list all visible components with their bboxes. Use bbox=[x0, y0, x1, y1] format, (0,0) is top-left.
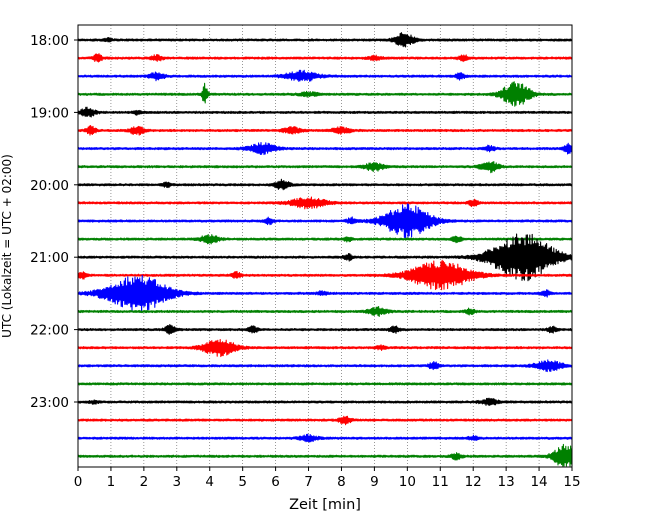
x-tick-label: 0 bbox=[74, 474, 83, 490]
trace-row-2300 bbox=[77, 397, 573, 406]
trace-row-1900 bbox=[77, 106, 573, 118]
y-axis-title: UTC (Lokalzeit = UTC + 02:00) bbox=[0, 154, 14, 338]
x-tick-label: 5 bbox=[238, 474, 247, 490]
trace-row-1945 bbox=[77, 160, 573, 174]
trace-row-1830 bbox=[77, 69, 573, 82]
y-tick-label: 21:00 bbox=[30, 250, 69, 266]
x-tick-label: 13 bbox=[498, 474, 515, 490]
trace-row-2215 bbox=[77, 338, 573, 358]
vertical-grid bbox=[110, 25, 540, 467]
trace-row-2045 bbox=[77, 233, 573, 245]
y-tick-label: 20:00 bbox=[30, 178, 69, 194]
x-tick-label: 14 bbox=[530, 474, 547, 490]
y-tick-label: 19:00 bbox=[30, 105, 69, 121]
trace-row-2245 bbox=[77, 382, 573, 386]
trace-row-1845 bbox=[77, 81, 573, 107]
trace-row-1800 bbox=[77, 32, 573, 48]
x-tick-label: 6 bbox=[271, 474, 280, 490]
trace-row-2330 bbox=[77, 433, 573, 443]
y-tick-label: 22:00 bbox=[30, 323, 69, 339]
trace-row-2100 bbox=[77, 233, 573, 282]
x-tick-label: 4 bbox=[205, 474, 214, 490]
x-tick-label: 15 bbox=[563, 474, 580, 490]
trace-row-2030 bbox=[77, 203, 573, 239]
y-axis: 18:00 19:00 20:00 21:00 22:00 23:00 bbox=[30, 33, 78, 411]
trace-row-2345 bbox=[77, 443, 573, 467]
trace-row-2015 bbox=[77, 196, 573, 210]
x-axis: 0 1 2 3 4 5 6 7 8 9 10 11 12 13 14 15 bbox=[74, 467, 581, 490]
trace-row-2145 bbox=[77, 306, 573, 317]
trace-row-2000 bbox=[77, 178, 573, 191]
trace-row-2315 bbox=[77, 415, 573, 426]
x-tick-label: 8 bbox=[337, 474, 346, 490]
x-axis-title: Zeit [min] bbox=[289, 497, 361, 513]
x-tick-label: 7 bbox=[304, 474, 313, 490]
trace-row-2115 bbox=[77, 259, 573, 291]
seismogram-traces bbox=[77, 32, 573, 467]
trace-row-1930 bbox=[77, 142, 573, 156]
x-tick-label: 9 bbox=[370, 474, 379, 490]
x-tick-label: 12 bbox=[465, 474, 482, 490]
trace-row-2130 bbox=[77, 274, 573, 313]
y-tick-label: 23:00 bbox=[30, 395, 69, 411]
y-tick-label: 18:00 bbox=[30, 33, 69, 49]
x-tick-label: 10 bbox=[399, 474, 416, 490]
trace-row-1915 bbox=[77, 125, 573, 136]
x-tick-label: 3 bbox=[173, 474, 182, 490]
trace-row-2230 bbox=[77, 359, 573, 373]
x-tick-label: 2 bbox=[140, 474, 149, 490]
x-tick-label: 1 bbox=[107, 474, 116, 490]
trace-row-2200 bbox=[77, 324, 573, 335]
x-tick-label: 11 bbox=[432, 474, 449, 490]
trace-row-1815 bbox=[77, 53, 573, 63]
plot-frame bbox=[77, 24, 573, 468]
